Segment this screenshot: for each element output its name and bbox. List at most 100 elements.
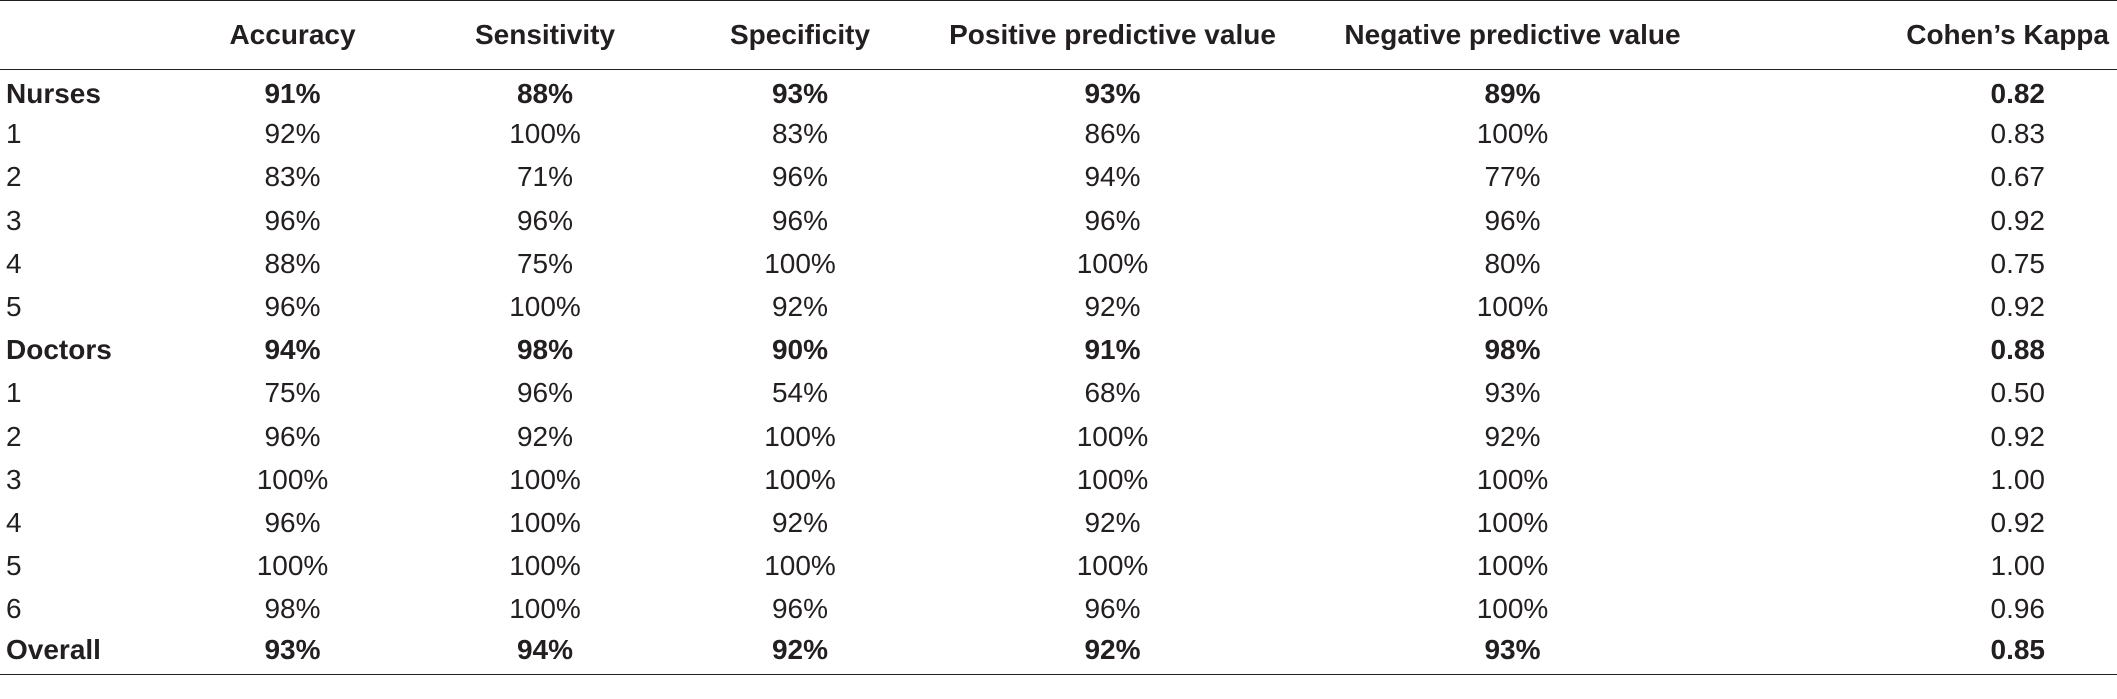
row-label: 6	[6, 593, 22, 625]
row-label: Overall	[0, 630, 160, 675]
row-label: 1	[6, 377, 22, 409]
cell-sensitivity: 71%	[516, 161, 574, 193]
row-label: Doctors	[6, 334, 112, 366]
table-row: 5 100% 100% 100% 100% 100% 1.00	[0, 545, 2117, 588]
cell-ppv: 86%	[1084, 118, 1141, 150]
table-row: 1 92% 100% 83% 86% 100% 0.83	[0, 113, 2117, 156]
header-cell-specificity: Specificity	[665, 0, 935, 70]
header-cell-row-label	[0, 0, 160, 70]
row-label: 5	[6, 550, 22, 582]
row-label: 1	[6, 118, 22, 150]
table-row: 4 88% 75% 100% 100% 80% 0.75	[0, 242, 2117, 285]
row-label: Nurses	[6, 78, 101, 110]
cell-cohens-kappa: 0.85	[1735, 630, 2117, 675]
cell-npv: 100%	[1476, 463, 1549, 495]
results-table: Accuracy Sensitivity Specificity Positiv…	[0, 0, 2117, 675]
cell-accuracy: 96%	[264, 506, 321, 538]
table-group-row: Overall 93% 94% 92% 92% 93% 0.85	[0, 630, 2117, 675]
cell-ppv: 92%	[1084, 506, 1141, 538]
cell-sensitivity: 98%	[516, 334, 574, 366]
table-group-row: Nurses 91% 88% 93% 93% 89% 0.82	[0, 70, 2117, 113]
table-row: 3 96% 96% 96% 96% 96% 0.92	[0, 199, 2117, 242]
cell-specificity: 96%	[771, 204, 829, 236]
cell-specificity: 100%	[764, 550, 836, 582]
cell-accuracy: 75%	[264, 377, 321, 409]
table-row: 2 83% 71% 96% 94% 77% 0.67	[0, 156, 2117, 199]
cell-sensitivity: 75%	[516, 247, 574, 279]
cell-cohens-kappa: 0.75	[1990, 247, 2046, 279]
header-cell-ppv: Positive predictive value	[935, 0, 1290, 70]
cell-npv: 93%	[1484, 377, 1541, 409]
cell-sensitivity: 100%	[509, 550, 581, 582]
cell-accuracy: 100%	[256, 550, 329, 582]
cell-npv: 92%	[1484, 420, 1541, 452]
cell-accuracy: 100%	[256, 463, 329, 495]
cell-npv: 96%	[1484, 204, 1541, 236]
cell-specificity: 92%	[771, 506, 829, 538]
cell-cohens-kappa: 0.92	[1990, 204, 2046, 236]
table-row: 4 96% 100% 92% 92% 100% 0.92	[0, 501, 2117, 544]
cell-accuracy: 91%	[264, 78, 321, 110]
cell-cohens-kappa: 0.96	[1990, 593, 2046, 625]
cell-specificity: 100%	[764, 420, 836, 452]
cell-ppv: 100%	[1076, 550, 1149, 582]
table-body: Nurses 91% 88% 93% 93% 89% 0.82 1 92% 100% 83% 86% 1…	[0, 70, 2117, 675]
table-row: 5 96% 100% 92% 92% 100% 0.92	[0, 285, 2117, 328]
cell-ppv: 100%	[1076, 420, 1149, 452]
cell-accuracy: 96%	[264, 204, 321, 236]
cell-cohens-kappa: 0.88	[1990, 334, 2046, 366]
row-label: 2	[6, 420, 22, 452]
cell-npv: 100%	[1476, 118, 1549, 150]
cell-ppv: 91%	[1084, 334, 1141, 366]
cell-ppv: 96%	[1084, 204, 1141, 236]
cell-specificity: 54%	[771, 377, 829, 409]
cell-cohens-kappa: 0.82	[1990, 78, 2046, 110]
cell-cohens-kappa: 0.92	[1990, 506, 2046, 538]
cell-sensitivity: 100%	[509, 593, 581, 625]
cell-npv: 98%	[1484, 334, 1541, 366]
cell-accuracy: 96%	[264, 291, 321, 323]
table-group-row: Doctors 94% 98% 90% 91% 98% 0.88	[0, 329, 2117, 372]
cell-accuracy: 83%	[264, 161, 321, 193]
cell-npv: 100%	[1476, 506, 1549, 538]
header-cell-sensitivity: Sensitivity	[425, 0, 665, 70]
cell-cohens-kappa: 1.00	[1990, 463, 2046, 495]
cell-ppv: 68%	[1084, 377, 1141, 409]
cell-accuracy: 88%	[264, 247, 321, 279]
cell-specificity: 96%	[771, 593, 829, 625]
cell-ppv: 96%	[1084, 593, 1141, 625]
cell-sensitivity: 100%	[509, 291, 581, 323]
cell-npv: 80%	[1484, 247, 1541, 279]
cell-cohens-kappa: 0.67	[1990, 161, 2046, 193]
cell-cohens-kappa: 0.92	[1990, 291, 2046, 323]
cell-specificity: 92%	[771, 291, 829, 323]
cell-ppv: 92%	[935, 630, 1290, 675]
cell-cohens-kappa: 0.50	[1990, 377, 2046, 409]
cell-ppv: 93%	[1084, 78, 1141, 110]
cell-cohens-kappa: 0.83	[1990, 118, 2046, 150]
cell-specificity: 100%	[764, 463, 836, 495]
cell-accuracy: 92%	[264, 118, 321, 150]
cell-sensitivity: 100%	[509, 463, 581, 495]
header-cell-accuracy: Accuracy	[160, 0, 425, 70]
cell-sensitivity: 96%	[516, 204, 574, 236]
header-cell-npv: Negative predictive value	[1290, 0, 1735, 70]
cell-ppv: 100%	[1076, 247, 1149, 279]
row-label: 2	[6, 161, 22, 193]
cell-sensitivity: 92%	[516, 420, 574, 452]
row-label: 4	[6, 506, 22, 538]
row-label: 4	[6, 247, 22, 279]
cell-ppv: 100%	[1076, 463, 1149, 495]
cell-sensitivity: 96%	[516, 377, 574, 409]
cell-npv: 89%	[1484, 78, 1541, 110]
table-row: 2 96% 92% 100% 100% 92% 0.92	[0, 415, 2117, 458]
cell-npv: 77%	[1484, 161, 1541, 193]
header-row: Accuracy Sensitivity Specificity Positiv…	[0, 0, 2117, 70]
table-header: Accuracy Sensitivity Specificity Positiv…	[0, 0, 2117, 70]
header-cell-cohens-kappa: Cohen’s Kappa	[1735, 0, 2117, 70]
cell-npv: 100%	[1476, 291, 1549, 323]
cell-sensitivity: 94%	[425, 630, 665, 675]
row-label: 5	[6, 291, 22, 323]
cell-npv: 93%	[1290, 630, 1735, 675]
